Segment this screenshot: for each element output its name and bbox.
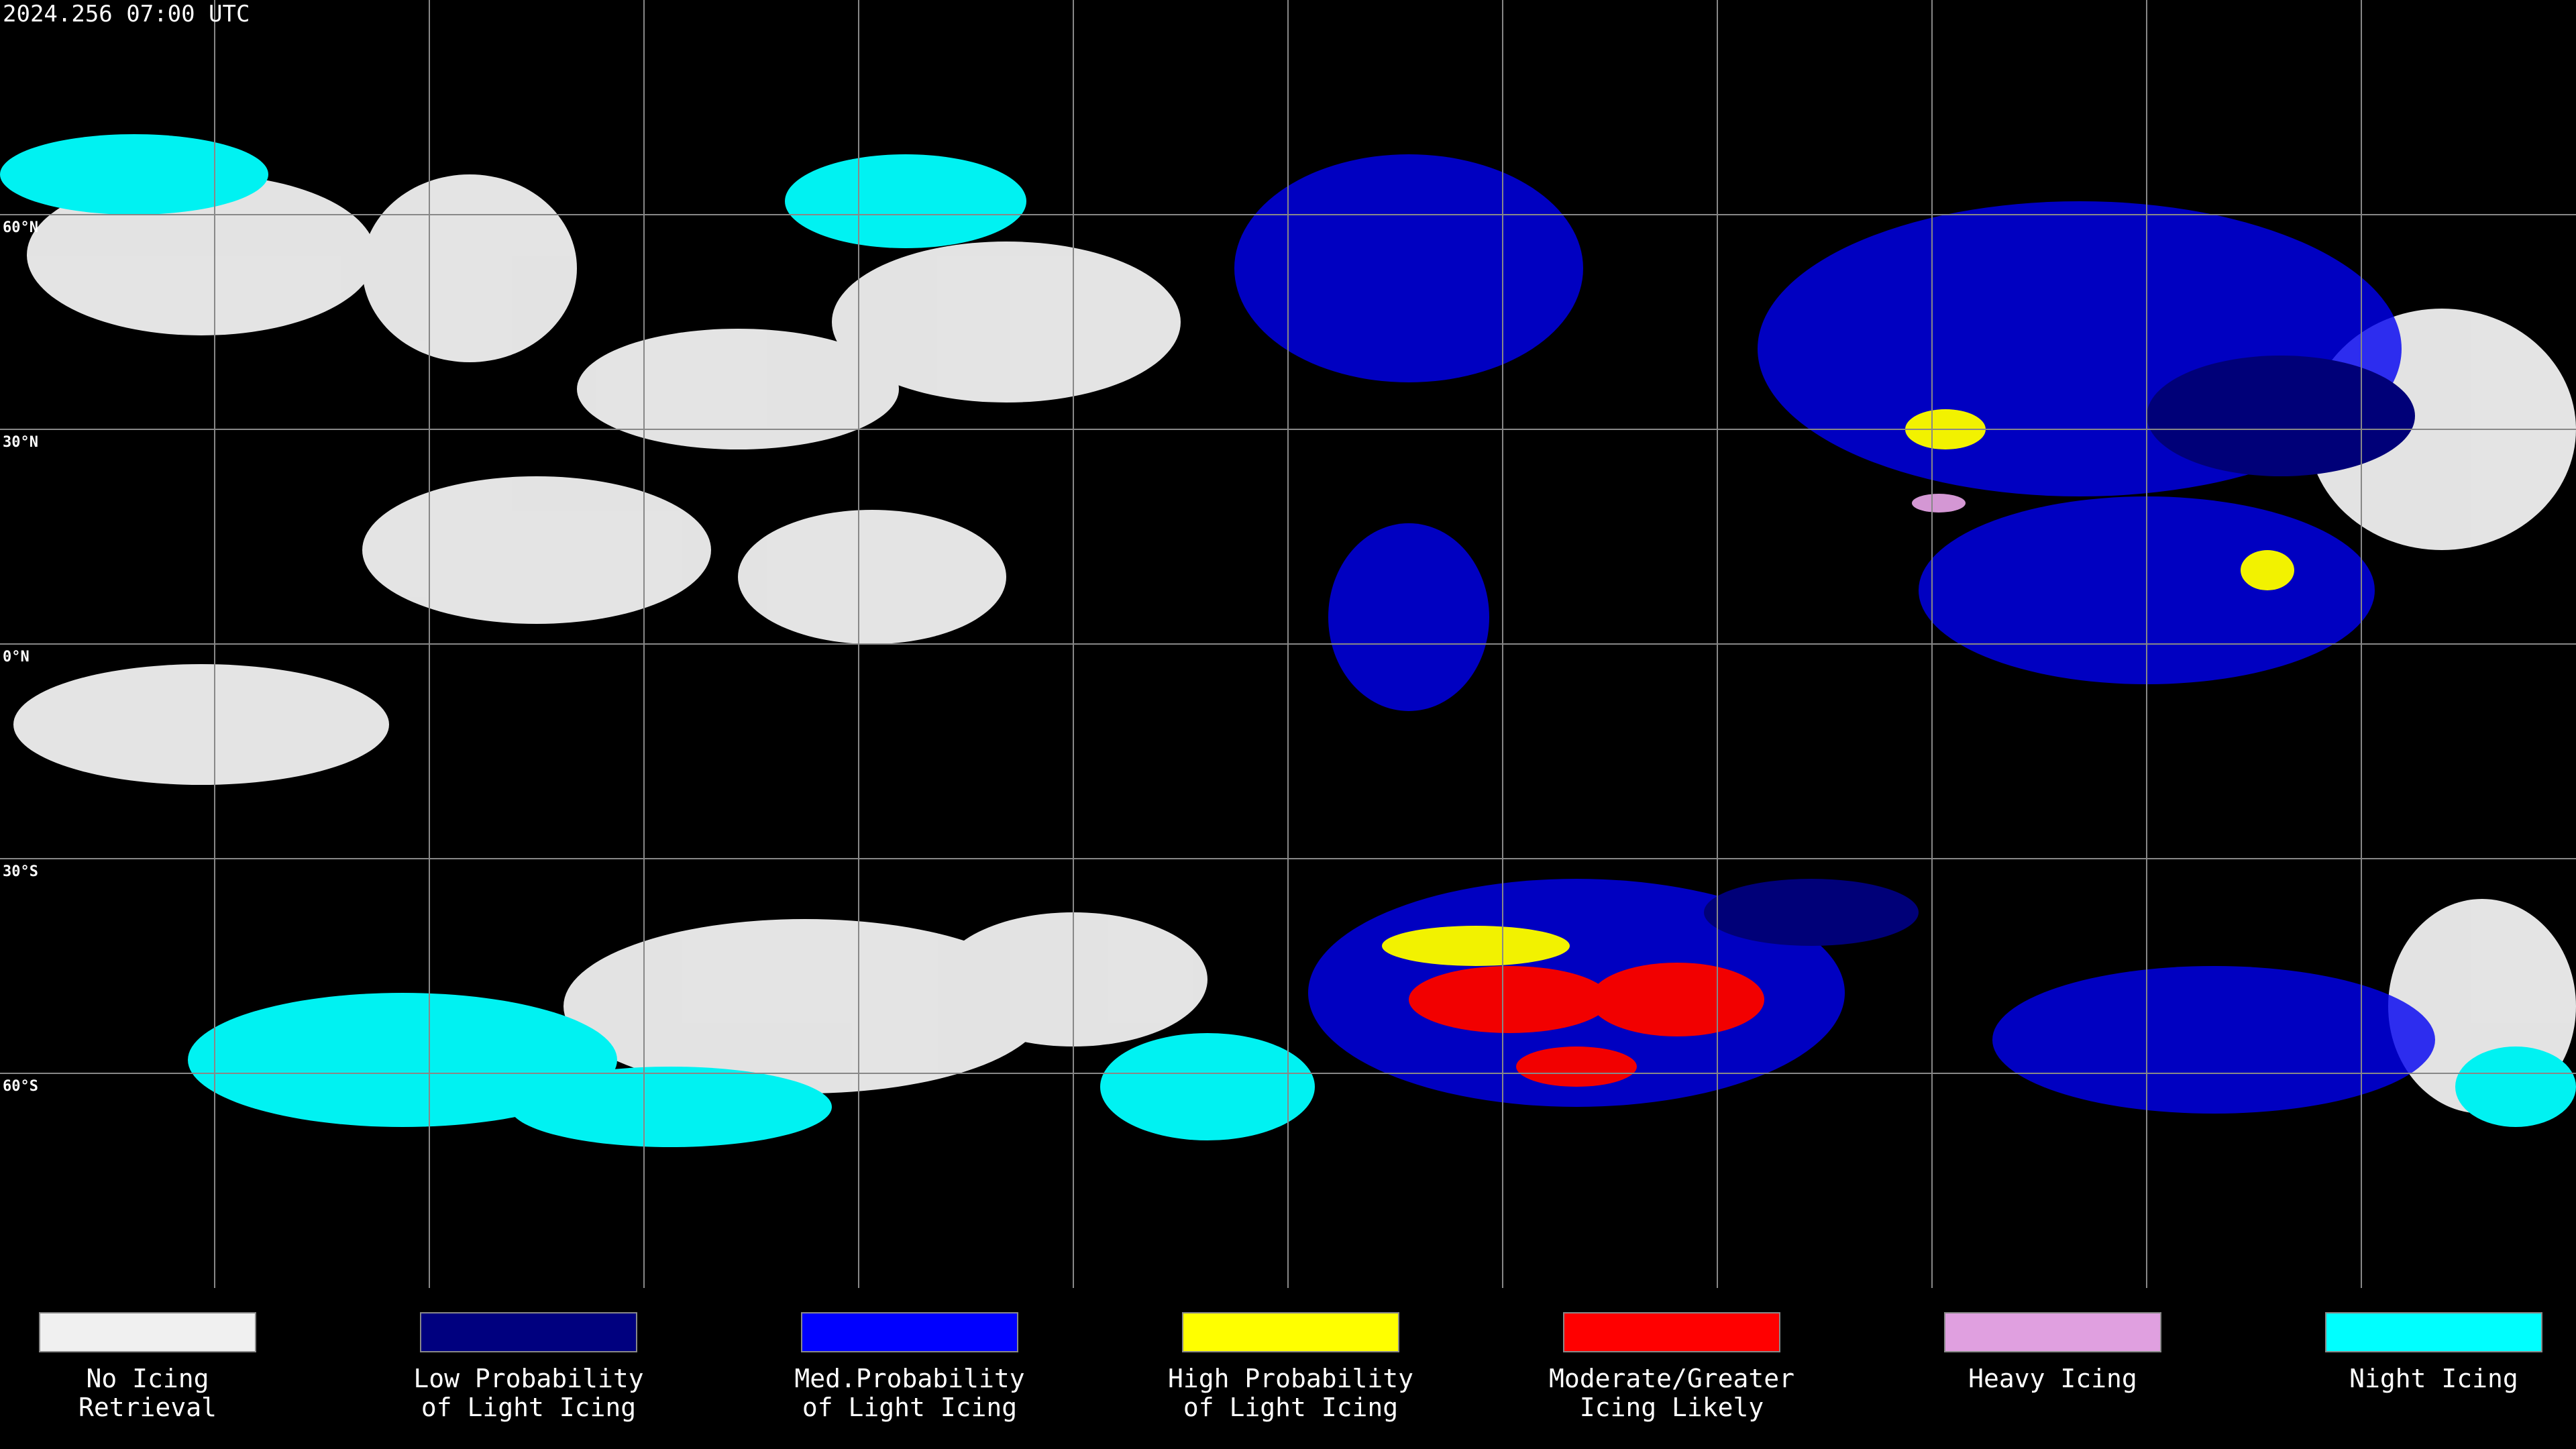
- legend-label: Moderate/Greater: [1549, 1364, 1794, 1393]
- legend-label: No Icing: [86, 1364, 209, 1393]
- latitude-label: 60°S: [3, 1078, 38, 1095]
- latitude-label: 30°S: [3, 863, 38, 880]
- legend-swatch: [1944, 1312, 2161, 1352]
- legend-label: Low Probability: [413, 1364, 643, 1393]
- legend-label: Night Icing: [2349, 1364, 2518, 1393]
- latitude-label: 30°N: [3, 434, 38, 451]
- legend-label: High Probability: [1168, 1364, 1413, 1393]
- latitude-label: 60°N: [3, 219, 38, 236]
- map-imagery: [0, 134, 2576, 1147]
- legend-label: of Light Icing: [421, 1393, 636, 1422]
- latitude-label: 0°N: [3, 649, 30, 665]
- legend-swatch: [420, 1312, 637, 1352]
- legend-label: of Light Icing: [1183, 1393, 1398, 1422]
- legend-swatch: [2325, 1312, 2542, 1352]
- legend-swatch: [1182, 1312, 1399, 1352]
- timestamp: 2024.256 07:00 UTC: [3, 1, 250, 28]
- latitude-labels: 60°N 30°N 0°N 30°S 60°S: [3, 219, 38, 1095]
- legend-label: of Light Icing: [802, 1393, 1017, 1422]
- legend-swatch: [801, 1312, 1018, 1352]
- legend-label: Retrieval: [78, 1393, 217, 1422]
- legend-swatch: [1563, 1312, 1780, 1352]
- legend-label: Icing Likely: [1580, 1393, 1764, 1422]
- legend-label: Heavy Icing: [1968, 1364, 2137, 1393]
- legend-swatch: [39, 1312, 256, 1352]
- graticule: [0, 0, 2576, 1288]
- legend-label: Med.Probability: [794, 1364, 1024, 1393]
